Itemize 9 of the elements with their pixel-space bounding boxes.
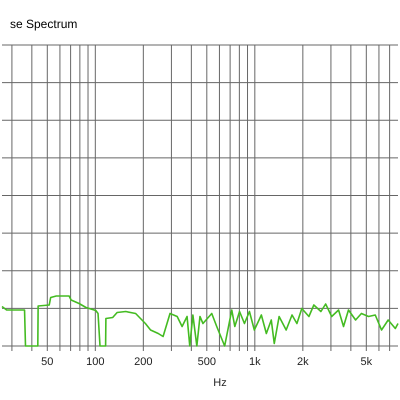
x-tick-label: 200	[134, 356, 153, 368]
chart-title: se Spectrum	[10, 17, 78, 31]
x-tick-label: 100	[86, 356, 104, 368]
x-axis-title: Hz	[213, 377, 227, 389]
x-tick-label: 5k	[360, 356, 373, 368]
x-tick-label: 2k	[297, 356, 310, 368]
x-tick-label: 500	[198, 356, 216, 368]
x-tick-label: 1k	[249, 356, 262, 368]
x-tick-label: 50	[41, 356, 54, 368]
